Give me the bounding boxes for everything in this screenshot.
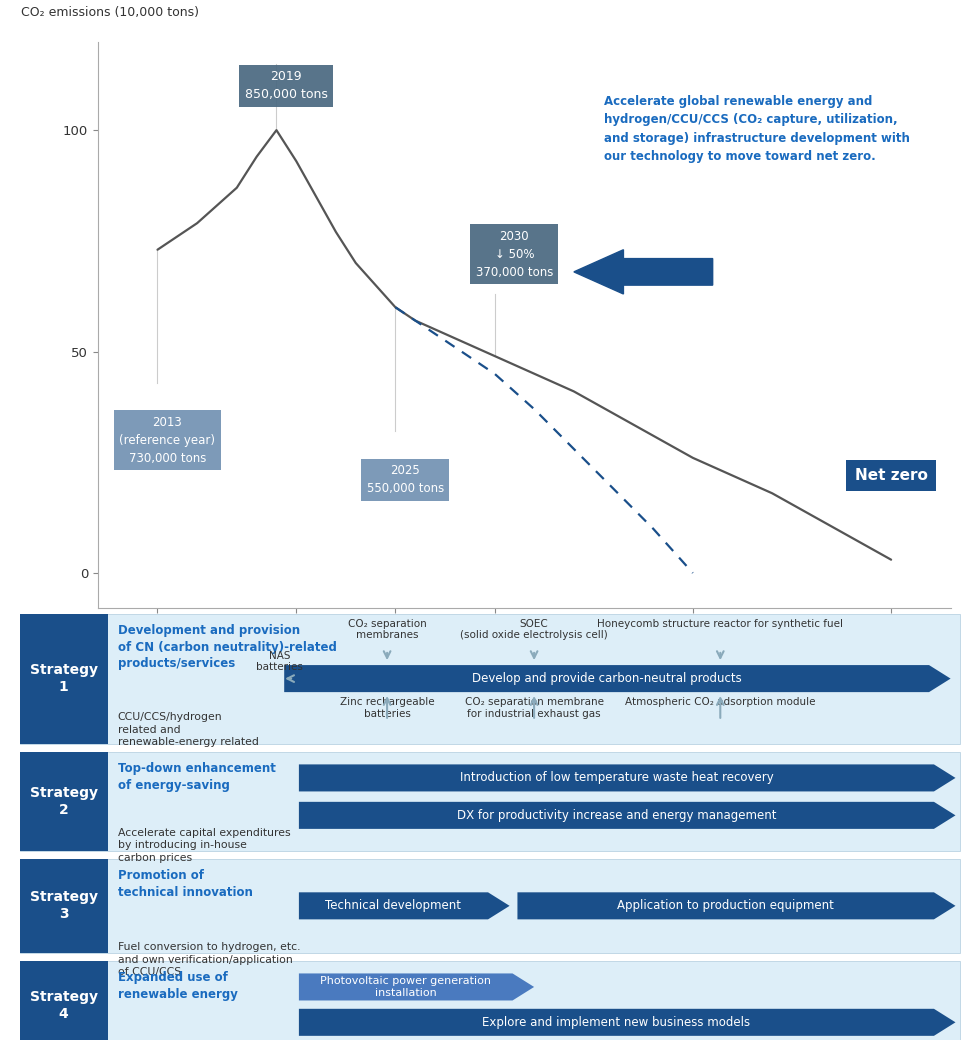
- Text: Technical development: Technical development: [325, 900, 462, 912]
- Text: Net zero: Net zero: [855, 468, 927, 483]
- FancyArrow shape: [574, 250, 712, 294]
- Text: Explore and implement new business models: Explore and implement new business model…: [482, 1016, 751, 1029]
- Text: Expanded use of
renewable energy: Expanded use of renewable energy: [118, 971, 237, 1000]
- Text: NAS
batteries: NAS batteries: [256, 651, 303, 673]
- Text: Strategy
1: Strategy 1: [29, 662, 98, 695]
- Text: SOEC
(solid oxide electrolysis cell): SOEC (solid oxide electrolysis cell): [461, 619, 608, 641]
- Text: Zinc rechargeable
batteries: Zinc rechargeable batteries: [340, 698, 434, 719]
- Text: 2013
(reference year)
730,000 tons: 2013 (reference year) 730,000 tons: [120, 416, 216, 465]
- Text: Strategy
4: Strategy 4: [29, 989, 98, 1021]
- Text: CO₂ emissions (10,000 tons): CO₂ emissions (10,000 tons): [22, 6, 199, 19]
- Text: 2025
550,000 tons: 2025 550,000 tons: [367, 465, 444, 495]
- Text: Atmospheric CO₂ adsorption module: Atmospheric CO₂ adsorption module: [625, 698, 815, 707]
- Text: Develop and provide carbon-neutral products: Develop and provide carbon-neutral produ…: [471, 672, 742, 685]
- Text: Strategy
2: Strategy 2: [29, 785, 98, 817]
- Text: CO₂ separation membrane
for industrial exhaust gas: CO₂ separation membrane for industrial e…: [465, 698, 604, 719]
- Text: DX for productivity increase and energy management: DX for productivity increase and energy …: [457, 809, 776, 822]
- Text: Fuel conversion to hydrogen, etc.
and own verification/application
of CCU/CCS: Fuel conversion to hydrogen, etc. and ow…: [118, 942, 300, 977]
- Text: 2030
↓ 50%
370,000 tons: 2030 ↓ 50% 370,000 tons: [475, 230, 553, 279]
- Text: CO₂ separation
membranes: CO₂ separation membranes: [348, 619, 426, 641]
- Text: (Fiscal year): (Fiscal year): [887, 659, 959, 673]
- Text: Photovoltaic power generation
installation: Photovoltaic power generation installati…: [320, 976, 491, 998]
- Text: Application to production equipment: Application to production equipment: [617, 900, 834, 912]
- Text: Introduction of low temperature waste heat recovery: Introduction of low temperature waste he…: [460, 772, 773, 784]
- Text: 2019
850,000 tons: 2019 850,000 tons: [245, 71, 327, 101]
- Text: CCU/CCS/hydrogen
related and
renewable-energy related: CCU/CCS/hydrogen related and renewable-e…: [118, 712, 259, 747]
- Text: Accelerate global renewable energy and
hydrogen/CCU/CCS (CO₂ capture, utilizatio: Accelerate global renewable energy and h…: [604, 95, 909, 163]
- Text: Strategy
3: Strategy 3: [29, 890, 98, 921]
- Text: Honeycomb structure reactor for synthetic fuel: Honeycomb structure reactor for syntheti…: [597, 619, 844, 629]
- Text: Top-down enhancement
of energy-saving: Top-down enhancement of energy-saving: [118, 762, 275, 791]
- Text: Development and provision
of CN (carbon neutrality)-related
products/services: Development and provision of CN (carbon …: [118, 624, 336, 670]
- Text: Accelerate capital expenditures
by introducing in-house
carbon prices: Accelerate capital expenditures by intro…: [118, 828, 290, 862]
- Text: Promotion of
technical innovation: Promotion of technical innovation: [118, 869, 253, 899]
